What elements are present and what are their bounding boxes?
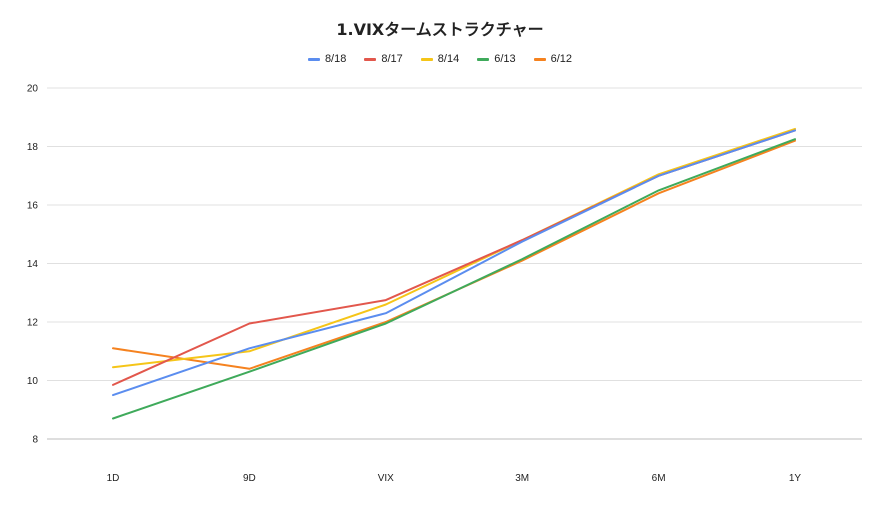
x-tick-label: 6M (652, 473, 666, 484)
legend-label: 8/18 (324, 53, 347, 65)
legend-label: 6/12 (550, 53, 573, 65)
y-tick-label: 18 (27, 142, 39, 153)
series-line-8-17 (112, 129, 796, 386)
legend: 8/18 8/17 8/14 6/13 6/12 (0, 53, 880, 65)
legend-label: 8/17 (381, 53, 403, 65)
legend-swatch (477, 57, 490, 61)
series-line-6-13 (112, 138, 796, 420)
x-tick-label: 1D (107, 473, 120, 484)
legend-swatch (364, 57, 377, 61)
series-line-8-14 (112, 127, 796, 369)
x-tick-label: VIX (378, 473, 394, 484)
x-tick-label: 1Y (789, 473, 802, 484)
legend-swatch (307, 57, 320, 61)
legend-item-6-12[interactable]: 6/12 (533, 53, 573, 65)
x-tick-label: 9D (243, 473, 256, 484)
legend-swatch (533, 57, 546, 61)
series-line-6-12 (112, 139, 796, 370)
legend-item-6-13[interactable]: 6/13 (477, 53, 516, 65)
legend-item-8-14[interactable]: 8/14 (420, 53, 460, 65)
legend-item-8-18[interactable]: 8/18 (307, 53, 347, 65)
y-tick-label: 14 (27, 259, 39, 270)
legend-label: 6/13 (494, 53, 516, 65)
series-line-8-18 (112, 129, 796, 397)
chart-title: 1.VIXタームストラクチャー (336, 20, 544, 39)
y-tick-label: 20 (27, 84, 39, 95)
x-tick-label: 3M (515, 473, 529, 484)
legend-swatch (420, 57, 433, 61)
legend-label: 8/14 (437, 53, 460, 65)
legend-item-8-17[interactable]: 8/17 (364, 53, 403, 65)
y-tick-label: 8 (32, 435, 38, 446)
y-tick-label: 10 (27, 376, 39, 387)
y-tick-label: 16 (27, 201, 39, 212)
y-tick-label: 12 (27, 318, 39, 329)
